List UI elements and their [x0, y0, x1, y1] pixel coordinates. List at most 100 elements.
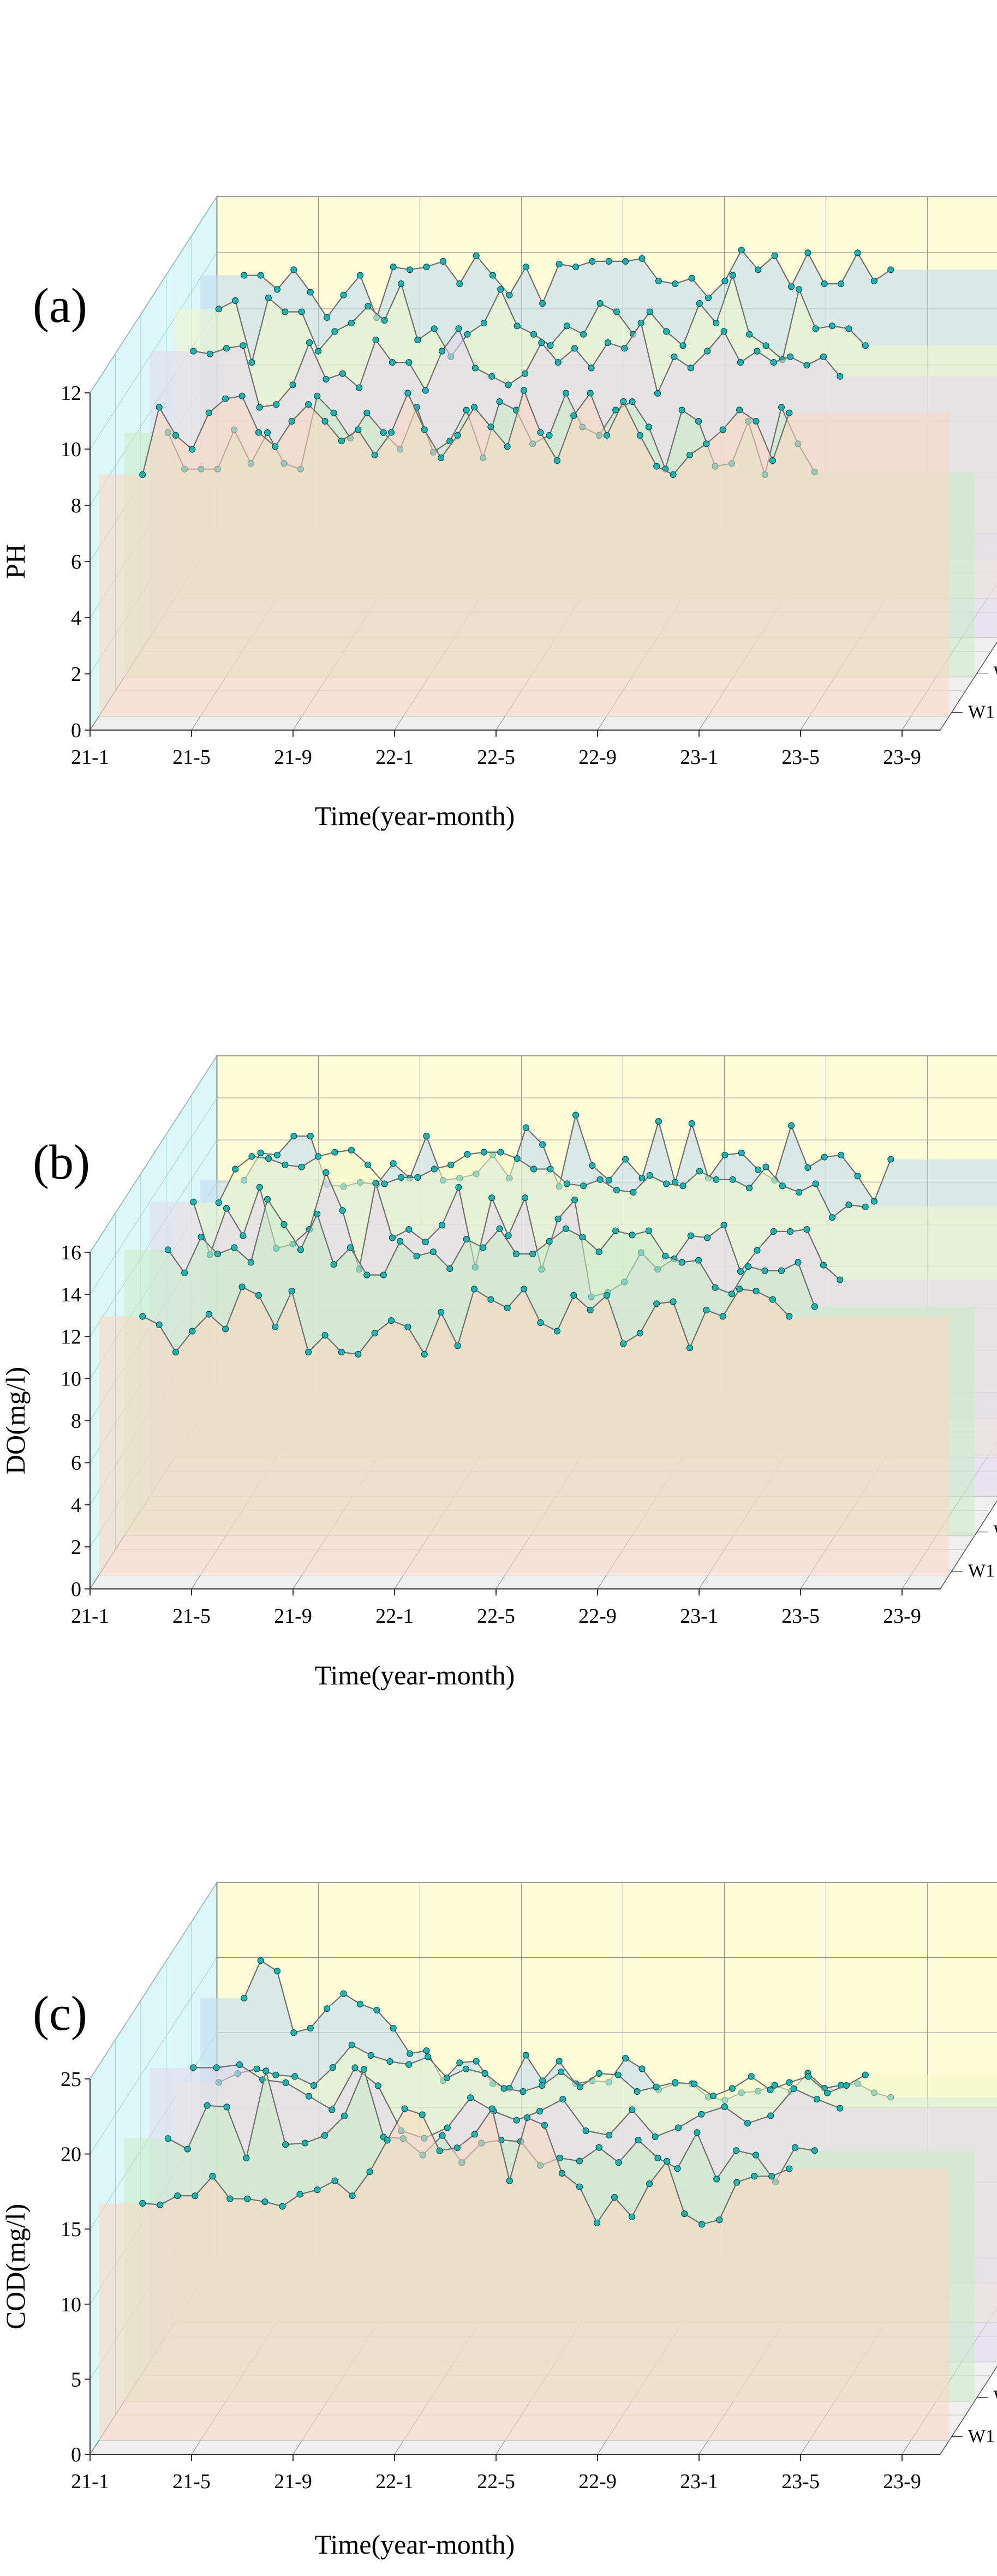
data-point-w4 — [862, 2071, 869, 2078]
data-point-w1 — [653, 1300, 660, 1307]
data-point-w5 — [273, 1151, 281, 1158]
series-area-w1 — [99, 390, 950, 716]
data-point-w3 — [786, 353, 794, 360]
data-point-w2 — [380, 1271, 387, 1278]
data-point-w2 — [579, 1234, 586, 1241]
data-point-w2 — [280, 1221, 288, 1228]
data-point-w4 — [530, 331, 538, 338]
data-point-w5 — [556, 2058, 563, 2065]
data-point-w3 — [289, 381, 296, 389]
x-tick-label: 21-9 — [274, 746, 312, 769]
data-point-w3 — [240, 342, 247, 349]
y-tick-label: 14 — [61, 1283, 81, 1306]
data-point-w3 — [236, 2061, 243, 2068]
data-point-w3 — [405, 358, 413, 366]
data-point-w2 — [728, 1290, 736, 1298]
chart-panel-3: W1W2W3W4W5051015202521-121-521-922-122-5… — [0, 1881, 997, 2560]
data-point-w2 — [231, 1244, 238, 1251]
data-point-w4 — [762, 1163, 769, 1170]
data-point-w4 — [232, 297, 239, 304]
data-point-w2 — [204, 2102, 211, 2109]
x-tick-label: 22-9 — [578, 2470, 617, 2493]
data-point-w5 — [638, 1175, 646, 1182]
data-point-w3 — [554, 1215, 562, 1222]
x-tick-label: 23-1 — [680, 746, 718, 769]
data-point-w1 — [305, 1348, 312, 1356]
data-point-w3 — [803, 1226, 810, 1233]
data-point-w1 — [471, 2131, 478, 2138]
data-point-w1 — [703, 440, 710, 447]
data-point-w4 — [386, 2058, 393, 2065]
data-point-w2 — [778, 404, 785, 411]
data-point-w4 — [272, 2071, 279, 2078]
data-point-w1 — [587, 390, 594, 397]
side-wall-gridline — [89, 1055, 217, 1253]
data-point-w1 — [487, 1296, 494, 1303]
data-point-w1 — [768, 2173, 775, 2180]
data-point-w5 — [390, 264, 397, 271]
x-axis-title: Time(year-month) — [315, 1660, 515, 1690]
data-point-w1 — [537, 1319, 544, 1326]
data-point-w4 — [563, 322, 571, 330]
x-tick-label: 22-5 — [477, 1605, 515, 1628]
data-point-w4 — [314, 1153, 322, 1160]
data-point-w3 — [455, 1184, 462, 1191]
data-point-w4 — [481, 2070, 488, 2077]
data-point-w2 — [262, 2067, 270, 2075]
data-point-w2 — [297, 1246, 305, 1253]
data-point-w5 — [655, 1118, 662, 1125]
data-point-w3 — [505, 381, 512, 389]
side-wall-gridline — [89, 1882, 217, 2079]
x-tick-label: 22-1 — [375, 1605, 414, 1628]
y-tick-label: 2 — [71, 663, 81, 686]
data-point-w2 — [164, 2135, 171, 2142]
data-point-w4 — [614, 2071, 622, 2078]
data-point-w3 — [467, 2094, 474, 2101]
y-tick-label: 12 — [61, 1325, 81, 1348]
data-point-w2 — [761, 1267, 768, 1274]
side-wall-gridline — [89, 1957, 217, 2154]
data-point-w1 — [272, 1323, 279, 1330]
data-point-w2 — [678, 407, 685, 414]
data-point-w1 — [404, 1323, 411, 1330]
data-point-w4 — [425, 2053, 432, 2060]
x-tick-label: 22-1 — [375, 2470, 414, 2493]
data-point-w1 — [209, 2173, 216, 2180]
data-point-w2 — [712, 1284, 719, 1291]
data-point-w5 — [257, 1149, 264, 1156]
data-point-w1 — [488, 2105, 495, 2112]
data-point-w1 — [686, 1344, 694, 1352]
x-tick-label: 21-5 — [172, 2470, 211, 2493]
side-wall-gridline — [89, 196, 217, 393]
data-point-w4 — [405, 2061, 413, 2068]
data-point-w4 — [595, 2070, 602, 2077]
data-point-w5 — [257, 272, 264, 279]
data-point-w4 — [381, 316, 388, 324]
data-point-w2 — [811, 1303, 818, 1310]
data-point-w1 — [288, 1288, 295, 1295]
data-point-w3 — [820, 353, 827, 360]
data-point-w4 — [265, 1155, 272, 1162]
data-point-w1 — [628, 2213, 636, 2220]
data-point-w4 — [539, 2082, 546, 2089]
y-tick-label: 10 — [61, 438, 81, 461]
y-tick-label: 0 — [71, 1578, 81, 1601]
series-line-w1 — [142, 1286, 790, 1356]
data-point-w1 — [786, 2165, 793, 2172]
data-point-w5 — [473, 252, 480, 259]
data-point-w5 — [423, 2047, 430, 2054]
data-point-w1 — [487, 423, 494, 431]
data-point-w1 — [238, 1283, 246, 1290]
data-point-w2 — [463, 1236, 470, 1243]
data-point-w2 — [397, 1238, 404, 1245]
data-point-w3 — [488, 373, 495, 380]
data-point-w5 — [738, 247, 745, 254]
data-point-w2 — [264, 429, 271, 436]
data-point-w4 — [580, 1182, 587, 1190]
data-point-w2 — [662, 1252, 669, 1259]
series-line-w2 — [167, 1198, 815, 1307]
data-point-w3 — [554, 358, 562, 366]
x-tick-label: 23-9 — [883, 1605, 921, 1628]
data-point-w3 — [339, 1207, 346, 1214]
